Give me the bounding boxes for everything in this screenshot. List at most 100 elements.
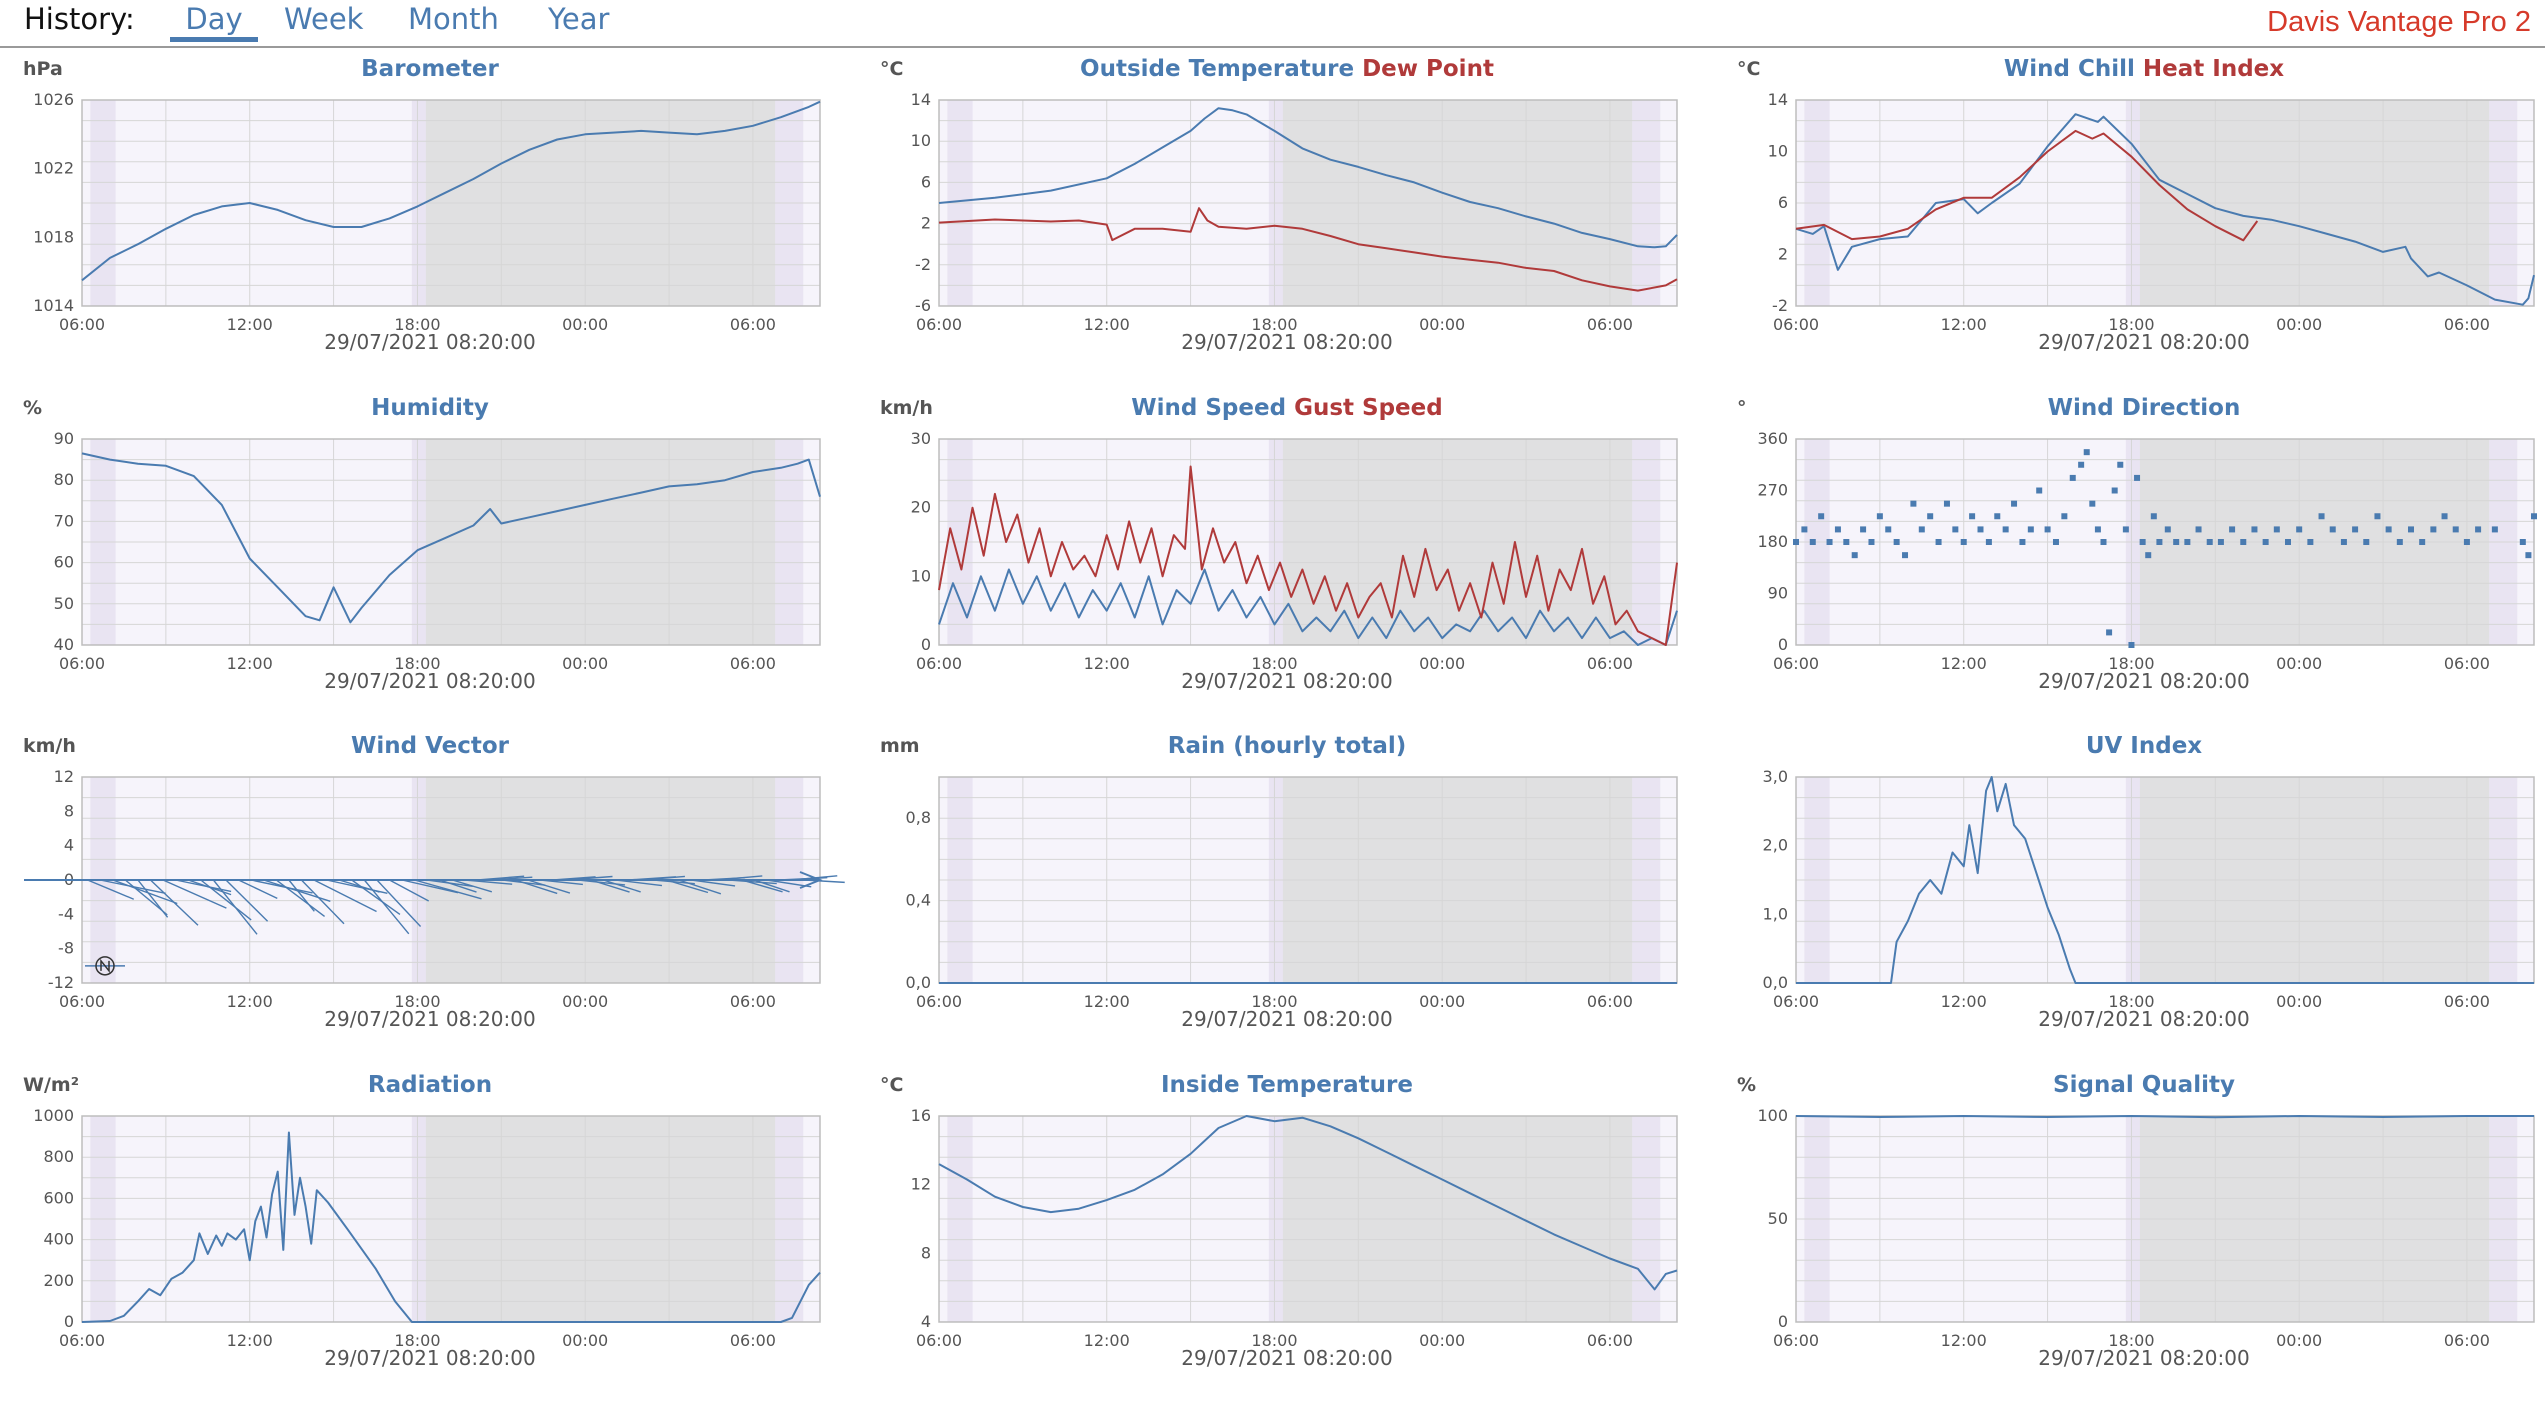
- chart-unit: °C: [1737, 58, 1761, 80]
- x-tick-label: 06:00: [2444, 654, 2490, 673]
- x-tick-label: 06:00: [59, 315, 105, 334]
- y-tick-label: 2,0: [1763, 836, 1788, 855]
- x-tick-label: 06:00: [1587, 315, 1633, 334]
- y-tick-label: 80: [54, 470, 74, 489]
- series-title: Barometer: [361, 56, 499, 82]
- data-point: [1985, 539, 1992, 545]
- x-tick-label: 06:00: [916, 315, 962, 334]
- x-tick-label: 06:00: [730, 1331, 776, 1350]
- x-tick-label: 18:00: [2108, 992, 2154, 1011]
- data-point: [2139, 539, 2146, 545]
- wind-vector-arrow: [313, 879, 377, 913]
- chart-unit: W/m²: [23, 1074, 80, 1096]
- y-tick-label: 20: [911, 498, 931, 517]
- chart-title: Wind Speed Gust Speed: [857, 395, 1717, 421]
- y-tick-label: -12: [48, 973, 74, 992]
- data-point: [2061, 513, 2068, 520]
- x-tick-label: 18:00: [1251, 1331, 1297, 1350]
- data-point: [2419, 539, 2426, 545]
- x-tick-label: 06:00: [1773, 315, 1819, 334]
- x-tick-label: 06:00: [730, 654, 776, 673]
- y-tick-label: -4: [58, 904, 74, 923]
- x-tick-label: 06:00: [916, 1331, 962, 1350]
- tab-year[interactable]: Year: [548, 2, 610, 36]
- series-title: Outside Temperature: [1080, 56, 1355, 82]
- x-tick-label: 12:00: [1941, 992, 1987, 1011]
- data-point: [1793, 539, 1799, 545]
- data-point: [1952, 526, 1959, 533]
- y-tick-label: -8: [58, 939, 74, 958]
- y-tick-label: 180: [1757, 532, 1788, 551]
- chart-plot: -6 -2 2 6 10 14 06:00 12:00 18:00 00:00 06:00: [911, 90, 1678, 334]
- x-tick-label: 18:00: [2108, 315, 2154, 334]
- y-tick-label: 4: [64, 836, 74, 855]
- y-tick-label: 30: [911, 429, 931, 448]
- data-point: [1868, 539, 1875, 545]
- plot-border: [938, 1115, 1678, 1323]
- data-point: [2441, 513, 2448, 520]
- wind-vector-arrow: [137, 879, 169, 918]
- data-point: [2240, 539, 2247, 545]
- wind-vector-arrow: [754, 879, 790, 893]
- y-tick-label: 40: [54, 635, 74, 654]
- y-tick-label: 10: [911, 566, 931, 585]
- y-tick-label: 90: [1768, 584, 1788, 603]
- data-point: [2385, 526, 2392, 533]
- y-tick-label: 400: [43, 1230, 74, 1249]
- wind-vector-arrow: [603, 879, 641, 893]
- chart-title: Wind Chill Heat Index: [1714, 56, 2545, 82]
- data-point: [1902, 552, 1909, 559]
- chart-title: Radiation: [0, 1072, 860, 1098]
- data-point: [2273, 526, 2280, 533]
- tab-day[interactable]: Day: [170, 2, 258, 42]
- y-tick-label: 14: [1768, 90, 1788, 109]
- plot-border: [938, 438, 1678, 646]
- x-tick-label: 06:00: [916, 654, 962, 673]
- plot-border: [81, 438, 821, 646]
- x-tick-label: 06:00: [59, 1331, 105, 1350]
- data-point: [2078, 461, 2085, 468]
- y-tick-label: 3,0: [1763, 767, 1788, 786]
- tab-week[interactable]: Week: [284, 2, 364, 36]
- x-tick-label: 06:00: [1773, 1331, 1819, 1350]
- x-tick-label: 12:00: [227, 992, 273, 1011]
- wind-vector-arrow: [112, 879, 178, 905]
- compass-north-icon: [100, 958, 110, 973]
- x-tick-label: 06:00: [2444, 1331, 2490, 1350]
- data-point: [2089, 500, 2096, 507]
- data-point: [1826, 539, 1833, 545]
- x-tick-label: 06:00: [59, 654, 105, 673]
- data-point: [2285, 539, 2291, 545]
- tab-month[interactable]: Month: [408, 2, 499, 36]
- chart-uv-index: 0,0 1,0 2,0 3,0 06:00 12:00 18:00 00:00 06:00 UV…: [1714, 733, 2545, 1073]
- data-point: [1893, 539, 1900, 545]
- x-tick-label: 06:00: [916, 992, 962, 1011]
- x-tick-label: 12:00: [1941, 1331, 1987, 1350]
- data-point: [2027, 526, 2034, 533]
- series-title: Wind Chill: [2003, 56, 2135, 82]
- x-tick-label: 06:00: [730, 315, 776, 334]
- y-tick-label: 2: [1778, 245, 1788, 264]
- wind-vector-arrow: [275, 879, 326, 917]
- chart-unit: %: [1737, 1074, 1757, 1096]
- station-name: Davis Vantage Pro 2: [2267, 6, 2531, 38]
- data-point: [1969, 513, 1976, 520]
- data-point: [1876, 513, 1883, 520]
- y-tick-label: 600: [43, 1188, 74, 1207]
- y-tick-label: 1000: [33, 1106, 74, 1125]
- x-tick-label: 00:00: [1419, 992, 1465, 1011]
- chart-inside-temperature: 4 8 12 16 06:00 12:00 18:00 00:00 06:00 °C Insid…: [857, 1072, 1717, 1412]
- wind-vector-arrow: [515, 879, 558, 895]
- series-title: UV Index: [2085, 733, 2203, 759]
- wind-vector-arrow: [590, 879, 630, 893]
- x-tick-label: 18:00: [394, 315, 440, 334]
- series-line: [1795, 129, 2259, 242]
- x-tick-label: 00:00: [2276, 1331, 2322, 1350]
- data-point: [2475, 526, 2482, 533]
- data-point: [2531, 513, 2537, 520]
- wind-vector-arrow: [376, 879, 422, 927]
- data-point: [2296, 526, 2303, 533]
- data-point: [2525, 552, 2532, 559]
- data-point: [1851, 552, 1858, 559]
